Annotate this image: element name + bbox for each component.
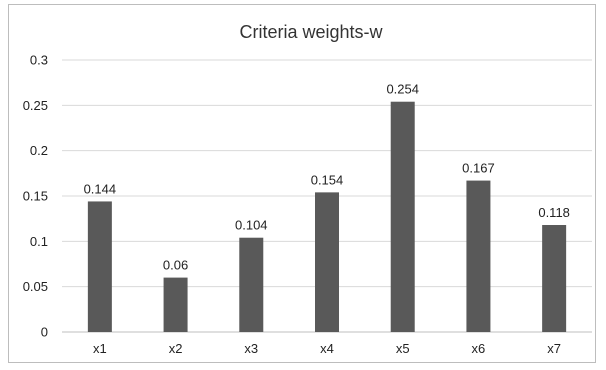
data-label-x6: 0.167	[462, 161, 495, 176]
data-label-x7: 0.118	[538, 205, 570, 220]
x-tick-label-x6: x6	[472, 341, 486, 356]
y-tick-label: 0.3	[30, 53, 48, 68]
data-label-x5: 0.254	[386, 82, 419, 97]
x-tick-label-x3: x3	[244, 341, 258, 356]
y-tick-label: 0.05	[23, 279, 48, 294]
data-label-x4: 0.154	[311, 172, 344, 187]
bars	[87, 101, 567, 332]
y-tick-label: 0.2	[30, 143, 48, 158]
data-labels: 0.144 0.06 0.104 0.154 0.254 0.167 0.118	[84, 82, 570, 273]
bar-x4	[315, 192, 339, 332]
y-axis-ticks: 0 0.05 0.1 0.15 0.2 0.25 0.3	[23, 53, 48, 340]
x-tick-label-x5: x5	[396, 341, 410, 356]
x-tick-label-x7: x7	[547, 341, 561, 356]
bar-x6	[466, 180, 491, 332]
data-label-x1: 0.144	[84, 181, 117, 196]
data-label-x3: 0.104	[235, 218, 268, 233]
y-tick-label: 0.1	[30, 234, 48, 249]
x-tick-label-x2: x2	[169, 341, 183, 356]
x-tick-label-x1: x1	[93, 341, 107, 356]
bar-x5	[390, 101, 415, 332]
y-tick-label: 0	[41, 325, 48, 340]
bar-x3	[239, 237, 264, 332]
x-axis-ticks: x1 x2 x3 x4 x5 x6 x7	[93, 341, 561, 356]
data-label-x2: 0.06	[163, 258, 188, 273]
bar-x1	[87, 201, 112, 332]
gridlines	[62, 59, 592, 333]
chart-title: Criteria weights-w	[239, 22, 383, 42]
x-tick-label-x4: x4	[320, 341, 334, 356]
bar-x2	[163, 277, 188, 332]
bar-x7	[542, 225, 567, 332]
y-tick-label: 0.25	[23, 98, 48, 113]
y-tick-label: 0.15	[23, 189, 48, 204]
